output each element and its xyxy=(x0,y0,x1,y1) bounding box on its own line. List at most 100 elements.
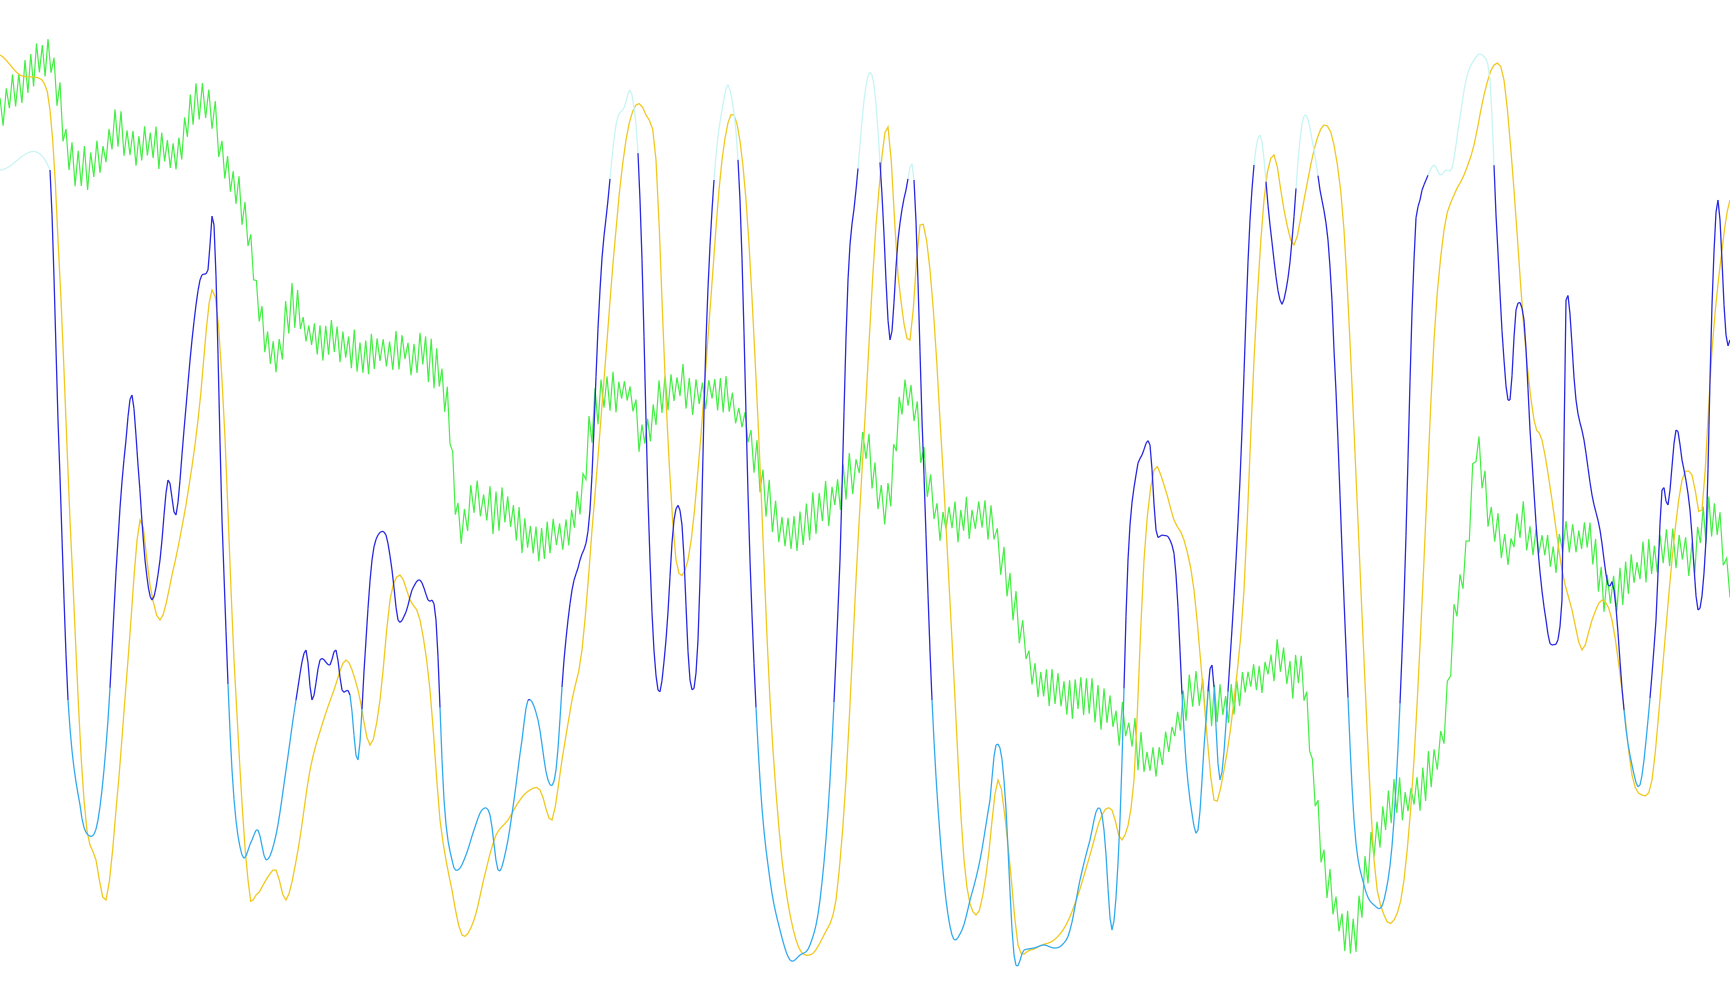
series-1-segment xyxy=(1407,381,1411,460)
series-1-segment xyxy=(1047,945,1051,948)
series-1-segment xyxy=(861,100,865,121)
series-1-segment xyxy=(113,572,117,611)
series-1-segment xyxy=(759,779,763,809)
series-1-segment xyxy=(1509,375,1513,401)
series-1-segment xyxy=(1505,385,1509,401)
series-1-segment xyxy=(1335,391,1339,442)
series-1-segment xyxy=(1525,348,1529,389)
series-1-segment xyxy=(1667,490,1671,506)
series-1-segment xyxy=(1513,309,1517,338)
series-1-segment xyxy=(1391,819,1395,847)
series-1-segment xyxy=(1683,469,1687,481)
series-1-segment xyxy=(999,747,1003,760)
series-1-segment xyxy=(1517,301,1521,304)
series-1-segment xyxy=(743,332,747,415)
series-1-segment xyxy=(855,168,859,191)
series-1-segment xyxy=(885,280,889,321)
series-1-segment xyxy=(1557,626,1561,640)
series-1-segment xyxy=(347,690,351,696)
series-1-segment xyxy=(49,169,53,215)
series-1-segment xyxy=(1689,509,1693,536)
series-1-segment xyxy=(745,414,749,494)
series-1-segment xyxy=(275,824,279,836)
series-1-segment xyxy=(991,756,995,779)
series-1-segment xyxy=(1155,529,1159,538)
series-1-segment xyxy=(209,216,213,246)
series-1-segment xyxy=(655,675,659,691)
series-1-segment xyxy=(1657,523,1661,574)
series-1-segment xyxy=(409,589,413,598)
series-1-segment xyxy=(329,659,333,666)
series-1-segment xyxy=(411,585,415,591)
series-1-segment xyxy=(421,582,425,589)
series-1-segment xyxy=(835,609,839,658)
series-1-segment xyxy=(689,679,693,690)
series-1-segment xyxy=(1569,314,1573,346)
series-1-segment xyxy=(1331,300,1335,351)
series-1-segment xyxy=(705,287,709,341)
series-1-segment xyxy=(959,929,963,935)
series-1-segment xyxy=(451,859,455,869)
series-1-segment xyxy=(1693,567,1697,596)
series-1-segment xyxy=(1643,740,1647,761)
series-1-segment xyxy=(1439,173,1443,176)
series-1-segment xyxy=(641,259,645,337)
series-1-segment xyxy=(711,179,715,211)
series-1-segment xyxy=(146,575,150,589)
series-1-segment xyxy=(1713,212,1717,252)
series-1-segment xyxy=(875,103,879,131)
series-1-segment xyxy=(259,835,263,847)
series-1-segment xyxy=(1019,953,1023,961)
series-1-segment xyxy=(1671,443,1675,467)
series-1-segment xyxy=(1371,902,1375,906)
series-1-segment xyxy=(441,759,445,801)
series-1-segment xyxy=(629,89,633,96)
series-1-segment xyxy=(901,198,905,210)
series-1-segment xyxy=(187,360,191,384)
series-1-segment xyxy=(929,650,933,701)
series-1-segment xyxy=(1089,830,1093,841)
series-1-segment xyxy=(1717,199,1721,220)
series-1-segment xyxy=(1131,487,1135,503)
series-1-segment xyxy=(1679,444,1683,461)
series-1-segment xyxy=(1491,116,1495,166)
series-1-segment xyxy=(369,559,373,582)
series-1-segment xyxy=(673,508,677,521)
series-1-segment xyxy=(685,605,689,652)
series-1-segment xyxy=(1725,334,1729,347)
series-1-segment xyxy=(1597,520,1601,531)
series-1-segment xyxy=(957,933,961,938)
series-1-segment xyxy=(505,839,509,851)
series-1-segment xyxy=(695,639,699,673)
series-1-segment xyxy=(919,351,923,421)
series-1-segment xyxy=(1185,761,1189,783)
series-1-segment xyxy=(895,239,899,268)
series-1-segment xyxy=(553,769,557,782)
series-1-segment xyxy=(761,808,765,832)
series-1-segment xyxy=(949,926,953,936)
series-1-segment xyxy=(337,660,341,678)
series-1-segment xyxy=(319,657,323,661)
series-1-segment xyxy=(1581,430,1585,441)
series-1-segment xyxy=(1253,147,1257,166)
series-1-segment xyxy=(1235,522,1239,561)
series-1-segment xyxy=(1561,440,1565,601)
series-1-segment xyxy=(1467,66,1471,73)
series-1-segment xyxy=(1151,469,1155,505)
series-1-segment xyxy=(37,152,41,155)
series-1-segment xyxy=(1623,709,1627,730)
series-1-segment xyxy=(707,245,711,289)
series-1-segment xyxy=(517,753,521,770)
series-1-segment xyxy=(1637,784,1641,788)
series-1-segment xyxy=(665,611,669,641)
series-1-segment xyxy=(155,574,159,588)
series-1-segment xyxy=(1159,534,1163,537)
series-1-segment xyxy=(1353,819,1357,844)
series-1-segment xyxy=(491,826,495,845)
series-1-segment xyxy=(387,543,391,557)
series-1-segment xyxy=(1603,559,1607,575)
series-1-segment xyxy=(1411,259,1415,313)
series-1-segment xyxy=(1187,782,1191,801)
series-1-segment xyxy=(371,546,375,561)
series-1-segment xyxy=(25,152,29,155)
